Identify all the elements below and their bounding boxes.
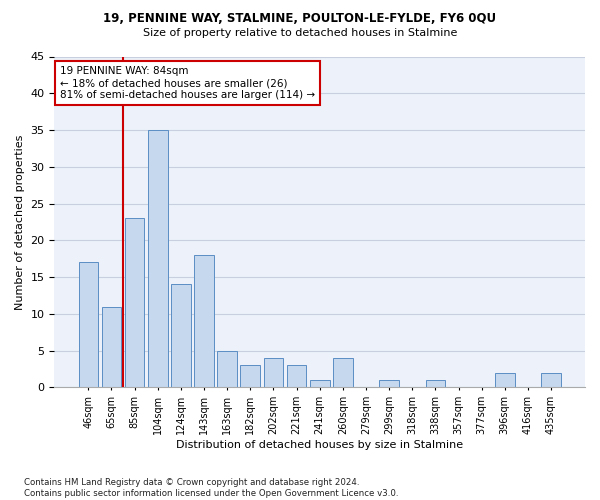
Bar — [217, 350, 237, 388]
Bar — [425, 380, 445, 388]
X-axis label: Distribution of detached houses by size in Stalmine: Distribution of detached houses by size … — [176, 440, 463, 450]
Bar — [241, 366, 260, 388]
Bar — [495, 372, 515, 388]
Text: 19, PENNINE WAY, STALMINE, POULTON-LE-FYLDE, FY6 0QU: 19, PENNINE WAY, STALMINE, POULTON-LE-FY… — [103, 12, 497, 26]
Bar — [101, 306, 121, 388]
Bar — [79, 262, 98, 388]
Text: Contains HM Land Registry data © Crown copyright and database right 2024.
Contai: Contains HM Land Registry data © Crown c… — [24, 478, 398, 498]
Bar — [194, 255, 214, 388]
Text: 19 PENNINE WAY: 84sqm
← 18% of detached houses are smaller (26)
81% of semi-deta: 19 PENNINE WAY: 84sqm ← 18% of detached … — [60, 66, 315, 100]
Bar — [125, 218, 145, 388]
Bar — [263, 358, 283, 388]
Bar — [148, 130, 167, 388]
Y-axis label: Number of detached properties: Number of detached properties — [15, 134, 25, 310]
Text: Size of property relative to detached houses in Stalmine: Size of property relative to detached ho… — [143, 28, 457, 38]
Bar — [379, 380, 399, 388]
Bar — [310, 380, 329, 388]
Bar — [333, 358, 353, 388]
Bar — [287, 366, 307, 388]
Bar — [541, 372, 561, 388]
Bar — [171, 284, 191, 388]
